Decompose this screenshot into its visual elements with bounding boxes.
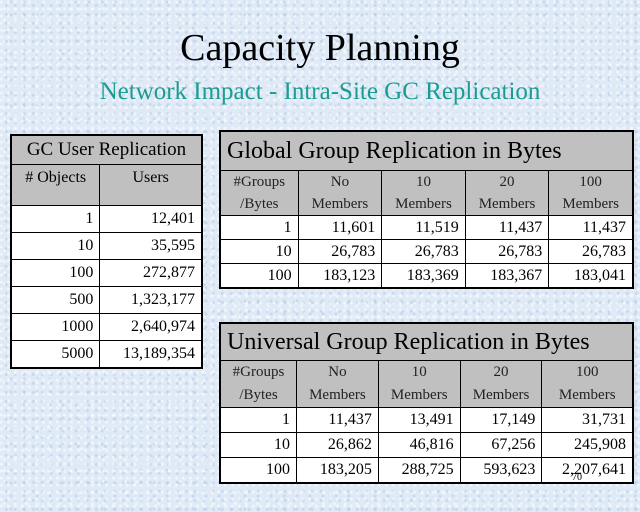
table-cell: 183,123 [297,263,383,289]
table-row: 10 26,862 46,816 67,256 245,908 [219,432,634,458]
table-cell: 17,149 [459,407,543,433]
table-cell: 46,816 [377,432,461,458]
table-cell: 10 [219,432,298,458]
column-header: Members [296,384,379,408]
column-header: #Groups [219,170,299,193]
table-cell: 11,437 [296,407,379,433]
table-row: 5000 13,189,354 [10,340,203,369]
table-cell: 67,256 [459,432,543,458]
table-cell: 35,595 [99,232,203,260]
table-cell: 2,640,974 [99,313,203,341]
table-cell: 26,862 [296,432,379,458]
column-header: 20 [464,170,550,193]
table-cell: 11,601 [297,215,383,240]
column-header: /Bytes [219,193,299,216]
table-cell: 100 [219,457,298,484]
table-cell: 26,783 [464,239,550,264]
column-header: Users [99,164,203,206]
column-header: Members [464,193,550,216]
table-row: 1 11,437 13,491 17,149 31,731 [219,407,634,433]
table-cell: 31,731 [541,407,634,433]
table-cell: 1,323,177 [99,286,203,314]
table-row: 500 1,323,177 [10,286,203,314]
table-cell: 26,783 [548,239,634,264]
column-header: 20 [459,360,543,384]
table-row: 100 272,877 [10,259,203,287]
table-cell: 183,367 [464,263,550,289]
table-cell: 10 [219,239,299,264]
column-header: Members [541,384,634,408]
table-cell: 11,437 [548,215,634,240]
column-header: Members [377,384,461,408]
column-header: 100 [548,170,634,193]
table-cell: 5000 [10,340,101,369]
column-header: Members [381,193,466,216]
table-row: 1 12,401 [10,205,203,233]
table-cell: 11,519 [381,215,466,240]
table-cell: 26,783 [297,239,383,264]
table-cell: 13,491 [377,407,461,433]
universal-group-replication-table: Universal Group Replication in Bytes #Gr… [219,322,634,484]
column-header: No [296,360,379,384]
table-cell: 100 [219,263,299,289]
table-cell: 500 [10,286,101,314]
column-header: #Groups [219,360,298,384]
table-cell: 10 [10,232,101,260]
table-row: 100 183,205 288,725 593,623 2,207,641 [219,457,634,484]
column-header: # Objects [10,164,101,206]
page-number: 70 [572,472,582,483]
column-header: 10 [377,360,461,384]
table-row: 1000 2,640,974 [10,313,203,341]
table-cell: 100 [10,259,101,287]
page-subtitle: Network Impact - Intra-Site GC Replicati… [99,78,541,105]
table-cell: 288,725 [377,457,461,484]
table-cell: 1 [219,215,299,240]
column-header: Members [297,193,383,216]
column-header: Members [548,193,634,216]
table-cell: 2,207,641 [541,457,634,484]
table-cell: 1000 [10,313,101,341]
table-row: 100 183,123 183,369 183,367 183,041 [219,263,634,289]
column-header: /Bytes [219,384,298,408]
column-header: 100 [541,360,634,384]
column-header: No [297,170,383,193]
table-caption: Universal Group Replication in Bytes [219,322,634,361]
table-caption: GC User Replication [10,134,203,165]
table-cell: 183,205 [296,457,379,484]
table-cell: 11,437 [464,215,550,240]
table-row: 10 35,595 [10,232,203,260]
table-cell: 183,369 [381,263,466,289]
table-cell: 26,783 [381,239,466,264]
table-row: 10 26,783 26,783 26,783 26,783 [219,239,634,264]
table-row: 1 11,601 11,519 11,437 11,437 [219,215,634,240]
table-cell: 272,877 [99,259,203,287]
global-group-replication-table: Global Group Replication in Bytes #Group… [219,130,634,289]
gc-user-replication-table: GC User Replication # Objects Users 1 12… [10,134,203,369]
table-cell: 12,401 [99,205,203,233]
table-cell: 245,908 [541,432,634,458]
table-caption: Global Group Replication in Bytes [219,130,634,171]
page-title: Capacity Planning [180,27,460,69]
table-cell: 1 [219,407,298,433]
table-cell: 183,041 [548,263,634,289]
column-header: 10 [381,170,466,193]
column-header: Members [459,384,543,408]
table-cell: 13,189,354 [99,340,203,369]
table-cell: 1 [10,205,101,233]
table-cell: 593,623 [459,457,543,484]
